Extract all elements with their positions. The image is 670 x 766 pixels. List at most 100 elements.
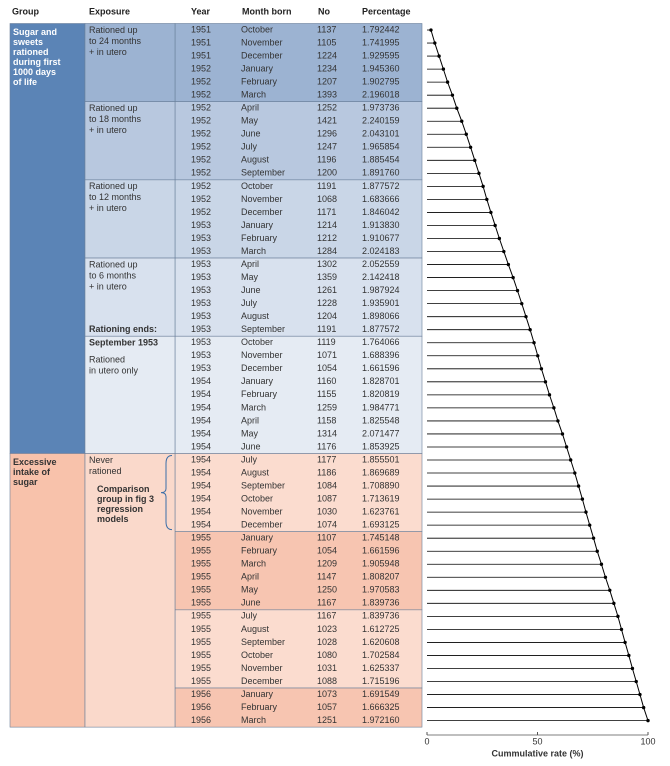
year: 1951 <box>191 50 211 60</box>
cumulative-line <box>430 29 649 721</box>
percentage: 1.987924 <box>362 285 400 295</box>
x-axis-label: Cummulative rate (%) <box>491 748 583 758</box>
month: September <box>241 637 285 647</box>
year: 1955 <box>191 572 211 582</box>
year: 1954 <box>191 376 211 386</box>
count: 1252 <box>317 103 337 113</box>
exposure-label: to 18 months <box>89 114 142 124</box>
percentage: 1.828701 <box>362 376 400 386</box>
percentage: 1.877572 <box>362 181 400 191</box>
count: 1207 <box>317 77 337 87</box>
percentage: 1.623761 <box>362 507 400 517</box>
month: January <box>241 533 274 543</box>
percentage: 2.043101 <box>362 129 400 139</box>
year: 1956 <box>191 715 211 725</box>
year: 1954 <box>191 507 211 517</box>
count: 1030 <box>317 507 337 517</box>
year: 1955 <box>191 663 211 673</box>
month: February <box>241 546 278 556</box>
count: 1314 <box>317 428 337 438</box>
percentage: 1.715196 <box>362 676 400 686</box>
exposure-label: + in utero <box>89 281 127 291</box>
month: July <box>241 142 258 152</box>
month: August <box>241 624 270 634</box>
month: March <box>241 559 266 569</box>
year: 1953 <box>191 220 211 230</box>
group-cell <box>9 453 86 728</box>
month: June <box>241 129 261 139</box>
count: 1155 <box>317 389 336 399</box>
count: 1167 <box>317 598 336 608</box>
percentage: 1.935901 <box>362 298 400 308</box>
year: 1956 <box>191 689 211 699</box>
month: October <box>241 24 273 34</box>
year: 1956 <box>191 702 211 712</box>
month: March <box>241 715 266 725</box>
month: June <box>241 441 261 451</box>
percentage: 1.869689 <box>362 467 400 477</box>
month: September <box>241 324 285 334</box>
percentage: 1.972160 <box>362 715 400 725</box>
exposure-label: + in utero <box>89 125 127 135</box>
year: 1954 <box>191 428 211 438</box>
exposure-label: Never <box>89 455 113 465</box>
percentage: 1.846042 <box>362 207 400 217</box>
count: 1209 <box>317 559 337 569</box>
year: 1955 <box>191 650 211 660</box>
month: August <box>241 467 270 477</box>
month: October <box>241 181 273 191</box>
count: 1186 <box>317 467 336 477</box>
group-label: intake of <box>13 467 51 477</box>
exposure-cell <box>84 23 176 102</box>
year: 1952 <box>191 129 211 139</box>
percentage: 1.612725 <box>362 624 400 634</box>
year: 1952 <box>191 63 211 73</box>
x-tick-label: 100 <box>640 736 655 746</box>
exposure-label: Rationed up <box>89 103 138 113</box>
count: 1177 <box>317 454 336 464</box>
year: 1953 <box>191 285 211 295</box>
percentage: 1.885454 <box>362 155 400 165</box>
exposure-cell <box>84 453 176 728</box>
year: 1955 <box>191 676 211 686</box>
month: April <box>241 572 259 582</box>
exposure-label: rationed <box>89 466 122 476</box>
percentage: 1.620608 <box>362 637 400 647</box>
count: 1023 <box>317 624 337 634</box>
count: 1393 <box>317 90 337 100</box>
year: 1955 <box>191 598 211 608</box>
month: February <box>241 233 278 243</box>
year: 1954 <box>191 520 211 530</box>
header: Group <box>12 6 39 16</box>
month: June <box>241 598 261 608</box>
percentage: 1.688396 <box>362 350 400 360</box>
count: 1234 <box>317 63 337 73</box>
year: 1953 <box>191 324 211 334</box>
count: 1073 <box>317 689 337 699</box>
count: 1105 <box>317 37 336 47</box>
row-block <box>174 531 423 611</box>
year: 1952 <box>191 155 211 165</box>
month: November <box>241 350 283 360</box>
month: July <box>241 454 258 464</box>
comparison-label: Comparison <box>97 484 150 494</box>
percentage: 2.071477 <box>362 428 400 438</box>
year: 1955 <box>191 624 211 634</box>
header: Percentage <box>362 6 411 16</box>
count: 1214 <box>317 220 337 230</box>
count: 1171 <box>317 207 336 217</box>
point <box>429 28 433 32</box>
month: December <box>241 520 283 530</box>
month: July <box>241 298 258 308</box>
count: 1074 <box>317 520 337 530</box>
count: 1068 <box>317 194 337 204</box>
month: December <box>241 676 283 686</box>
month: February <box>241 702 278 712</box>
group-cell <box>9 23 86 454</box>
percentage: 1.973736 <box>362 103 400 113</box>
month: September <box>241 168 285 178</box>
count: 1158 <box>317 415 336 425</box>
year: 1953 <box>191 311 211 321</box>
percentage: 1.661596 <box>362 363 400 373</box>
